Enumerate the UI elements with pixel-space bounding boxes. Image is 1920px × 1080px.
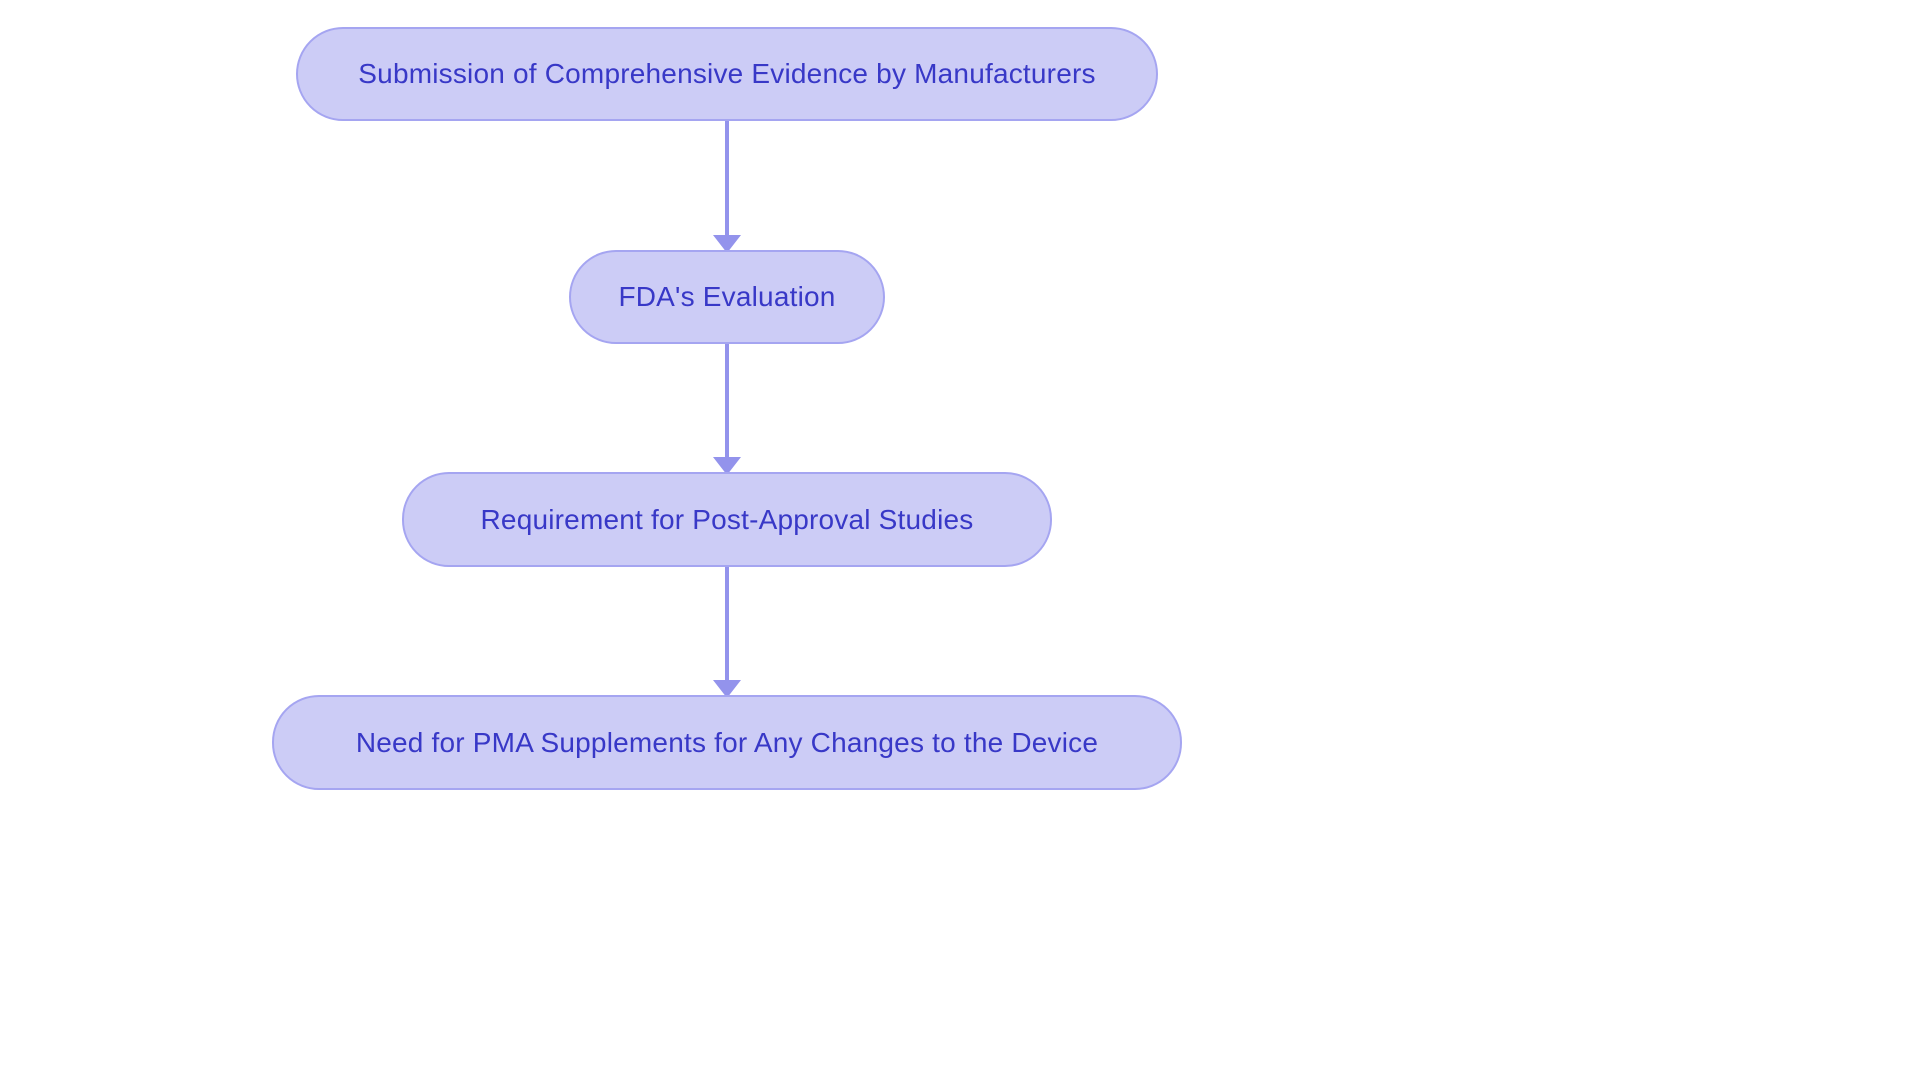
flowchart-node-submission: Submission of Comprehensive Evidence by … (296, 27, 1158, 121)
arrow-line (725, 121, 729, 236)
node-label: Need for PMA Supplements for Any Changes… (356, 727, 1098, 759)
flowchart-node-evaluation: FDA's Evaluation (569, 250, 885, 344)
node-label: FDA's Evaluation (618, 281, 835, 313)
flowchart-node-post-approval: Requirement for Post-Approval Studies (402, 472, 1052, 567)
arrow-line (725, 344, 729, 458)
arrow-line (725, 567, 729, 681)
flowchart-canvas: Submission of Comprehensive Evidence by … (0, 0, 1920, 1080)
flowchart-node-supplements: Need for PMA Supplements for Any Changes… (272, 695, 1182, 790)
node-label: Requirement for Post-Approval Studies (481, 504, 974, 536)
node-label: Submission of Comprehensive Evidence by … (358, 58, 1095, 90)
